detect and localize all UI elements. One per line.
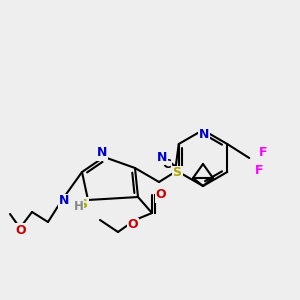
Text: S: S — [79, 197, 88, 211]
Text: O: O — [156, 188, 166, 202]
Text: O: O — [128, 218, 138, 232]
Text: F: F — [255, 164, 263, 176]
Text: F: F — [259, 146, 268, 158]
Text: O: O — [16, 224, 26, 236]
Text: H: H — [74, 200, 84, 213]
Text: N: N — [97, 146, 107, 160]
Text: N: N — [199, 128, 209, 140]
Text: C: C — [162, 158, 171, 171]
Text: S: S — [172, 167, 182, 179]
Text: N: N — [59, 194, 69, 208]
Text: N: N — [157, 151, 167, 164]
